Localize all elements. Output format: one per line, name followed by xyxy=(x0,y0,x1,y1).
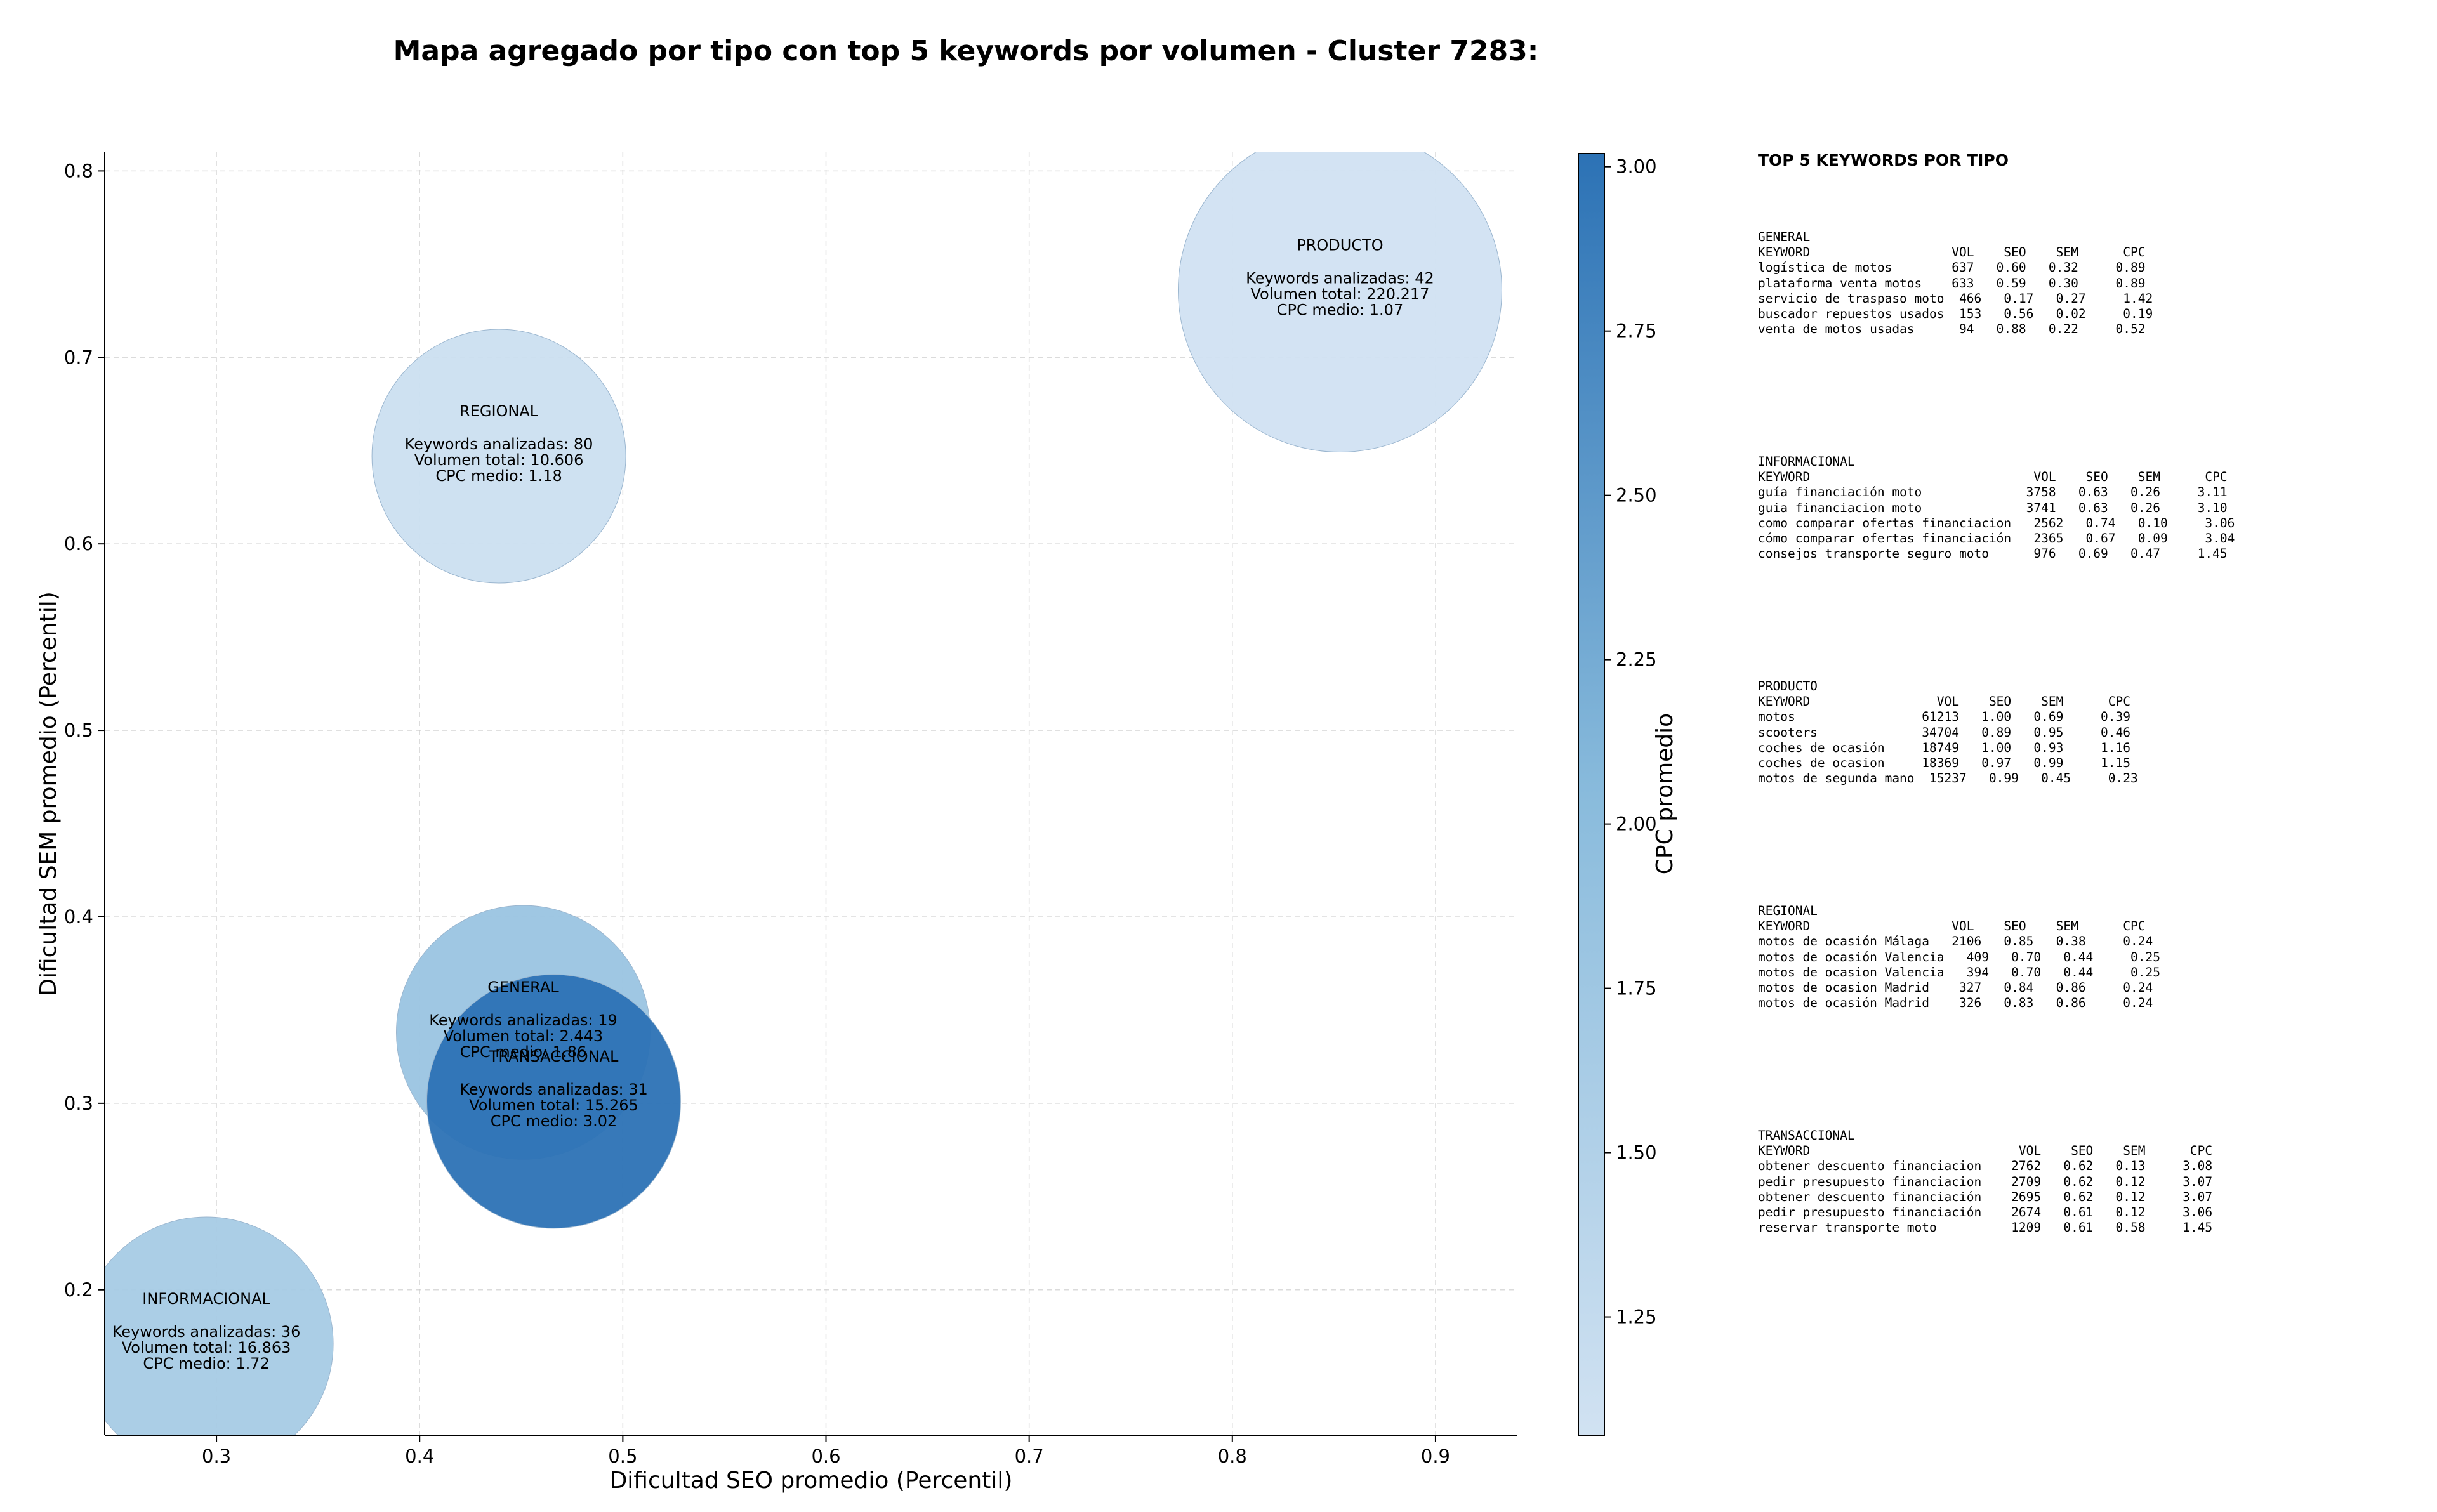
keyword-table-regional: REGIONAL KEYWORD VOL SEO SEM CPC motos d… xyxy=(1758,904,2160,1011)
x-tick-label: 0.3 xyxy=(202,1445,231,1467)
colorbar-tick-label: 2.50 xyxy=(1616,485,1657,506)
x-tick-label: 0.6 xyxy=(811,1445,840,1467)
colorbar xyxy=(1578,153,1605,1436)
bubble-label-keywords-line: Keywords analizadas: 80 xyxy=(405,435,593,453)
bubble-label-keywords-line: Keywords analizadas: 42 xyxy=(1246,269,1434,287)
bubble-label-keywords-line: Keywords analizadas: 36 xyxy=(112,1323,301,1341)
bubble-label-name: INFORMACIONAL xyxy=(142,1290,270,1308)
bubble-label-name: TRANSACCIONAL xyxy=(489,1048,619,1065)
keyword-table-general: GENERAL KEYWORD VOL SEO SEM CPC logístic… xyxy=(1758,230,2153,337)
y-tick-label: 0.2 xyxy=(64,1279,93,1301)
bubble-informacional xyxy=(105,1216,334,1435)
colorbar-tick-label: 3.00 xyxy=(1616,156,1657,178)
y-tick-label: 0.5 xyxy=(64,720,93,741)
colorbar-tick-label: 2.75 xyxy=(1616,320,1657,342)
bubble-regional xyxy=(371,329,626,584)
colorbar-tick-label: 1.75 xyxy=(1616,978,1657,999)
y-tick-label: 0.4 xyxy=(64,906,93,928)
x-tick-label: 0.8 xyxy=(1218,1445,1247,1467)
y-axis-label: Dificultad SEM promedio (Percentil) xyxy=(36,591,62,996)
bubble-label-volume-line: Volumen total: 220.217 xyxy=(1250,285,1429,303)
y-tick-label: 0.7 xyxy=(64,346,93,368)
y-tick-label: 0.8 xyxy=(64,160,93,181)
x-tick-label: 0.4 xyxy=(405,1445,434,1467)
grid xyxy=(105,152,1517,1435)
keyword-table-informacional: INFORMACIONAL KEYWORD VOL SEO SEM CPC gu… xyxy=(1758,454,2235,562)
bubble-label-volume-line: Volumen total: 10.606 xyxy=(414,451,584,469)
y-tick-label: 0.3 xyxy=(64,1093,93,1114)
colorbar-ticks: 1.25 1.50 1.75 2.00 2.25 2.50 2.75 3.00 xyxy=(1604,156,1657,1328)
bubble-label-cpc-line: CPC medio: 1.86 xyxy=(460,1043,587,1061)
bubble-label-name: GENERAL xyxy=(487,978,559,996)
x-tick-label: 0.7 xyxy=(1015,1445,1044,1467)
colorbar-tick-label: 2.25 xyxy=(1616,649,1657,671)
bubble-label-name: PRODUCTO xyxy=(1297,236,1383,254)
chart-title: Mapa agregado por tipo con top 5 keyword… xyxy=(393,35,1539,67)
bubble-transaccional xyxy=(426,974,682,1229)
bubble-label-cpc-line: CPC medio: 1.07 xyxy=(1277,301,1404,319)
y-tick-label: 0.6 xyxy=(64,533,93,555)
axis-ticks: 0.3 0.4 0.5 0.6 0.7 0.8 0.9 0.2 0.3 0.4 0.5 0.6 0.7 0… xyxy=(64,160,1450,1467)
colorbar-label: CPC promedio xyxy=(1652,713,1678,874)
colorbar-tick-label: 1.50 xyxy=(1616,1142,1657,1164)
bubbles xyxy=(105,152,1502,1435)
bubble-label-keywords-line: Keywords analizadas: 19 xyxy=(429,1011,618,1029)
bubble-label-keywords-line: Keywords analizadas: 31 xyxy=(459,1081,648,1098)
bubble-producto xyxy=(1178,152,1502,452)
bubble-label-cpc-line: CPC medio: 1.18 xyxy=(435,467,562,485)
bubble-label-volume-line: Volumen total: 15.265 xyxy=(469,1096,638,1114)
x-tick-label: 0.5 xyxy=(608,1445,637,1467)
bubble-label-cpc-line: CPC medio: 1.72 xyxy=(143,1355,270,1372)
colorbar-tick-label: 2.00 xyxy=(1616,813,1657,835)
bubble-label-name: REGIONAL xyxy=(459,402,539,420)
side-panel-title: TOP 5 KEYWORDS POR TIPO xyxy=(1758,151,2009,169)
bubble-label-volume-line: Volumen total: 2.443 xyxy=(444,1027,603,1045)
keyword-table-producto: PRODUCTO KEYWORD VOL SEO SEM CPC motos 6… xyxy=(1758,679,2138,786)
bubble-label-volume-line: Volumen total: 16.863 xyxy=(122,1339,291,1357)
bubble-label-cpc-line: CPC medio: 3.02 xyxy=(491,1112,618,1130)
colorbar-tick-label: 1.25 xyxy=(1616,1306,1657,1328)
x-tick-label: 0.9 xyxy=(1421,1445,1450,1467)
x-axis-label: Dificultad SEO promedio (Percentil) xyxy=(610,1468,1013,1494)
keyword-table-transaccional: TRANSACCIONAL KEYWORD VOL SEO SEM CPC ob… xyxy=(1758,1128,2213,1235)
